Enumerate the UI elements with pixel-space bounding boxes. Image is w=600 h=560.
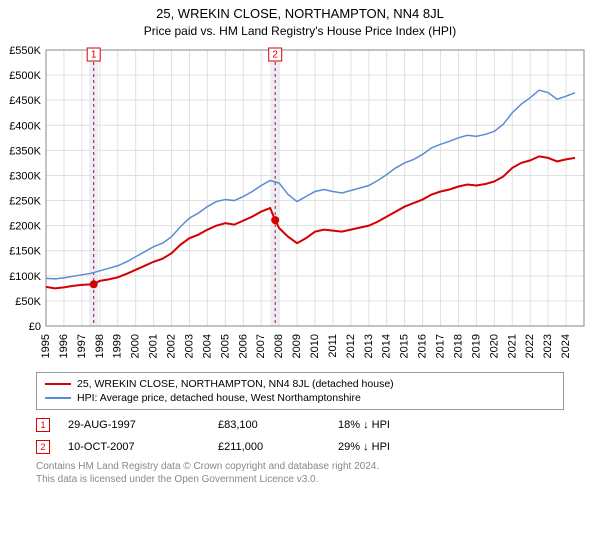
svg-text:2003: 2003 [183,334,195,358]
legend-item: HPI: Average price, detached house, West… [45,391,555,405]
legend-item: 25, WREKIN CLOSE, NORTHAMPTON, NN4 8JL (… [45,377,555,391]
svg-text:£550K: £550K [9,45,41,57]
svg-text:£150K: £150K [9,246,41,258]
svg-text:2019: 2019 [470,334,482,358]
svg-text:1998: 1998 [94,334,106,358]
sale-hpi-delta: 18% ↓ HPI [338,419,438,431]
svg-text:£200K: £200K [9,221,41,233]
svg-text:1996: 1996 [58,334,70,358]
chart-container: 25, WREKIN CLOSE, NORTHAMPTON, NN4 8JL P… [0,0,600,560]
footer-line: Contains HM Land Registry data © Crown c… [36,460,564,473]
svg-text:£400K: £400K [9,120,41,132]
legend-label: HPI: Average price, detached house, West… [77,392,361,404]
svg-text:2001: 2001 [148,334,160,358]
svg-text:2000: 2000 [130,334,142,358]
svg-text:2012: 2012 [345,334,357,358]
sales-table: 1 29-AUG-1997 £83,100 18% ↓ HPI 2 10-OCT… [36,414,564,458]
sale-hpi-delta: 29% ↓ HPI [338,441,438,453]
table-row: 2 10-OCT-2007 £211,000 29% ↓ HPI [36,436,564,458]
svg-text:1999: 1999 [112,334,124,358]
svg-text:2016: 2016 [417,334,429,358]
svg-text:2009: 2009 [291,334,303,358]
svg-text:2: 2 [272,50,278,61]
sale-price: £211,000 [218,441,338,453]
svg-text:£450K: £450K [9,95,41,107]
svg-text:1: 1 [91,50,97,61]
svg-text:2007: 2007 [255,334,267,358]
svg-text:2011: 2011 [327,334,339,358]
svg-text:2013: 2013 [363,334,375,358]
chart-svg: £0 £50K £100K £150K £200K £250K £300K £350K £400… [0,42,600,372]
table-row: 1 29-AUG-1997 £83,100 18% ↓ HPI [36,414,564,436]
legend-label: 25, WREKIN CLOSE, NORTHAMPTON, NN4 8JL (… [77,378,394,390]
svg-text:2022: 2022 [524,334,536,358]
svg-text:£300K: £300K [9,170,41,182]
svg-text:1997: 1997 [76,334,88,358]
svg-text:£0: £0 [29,321,41,333]
svg-text:£100K: £100K [9,271,41,283]
legend: 25, WREKIN CLOSE, NORTHAMPTON, NN4 8JL (… [36,372,564,410]
marker-badge: 1 [36,418,50,432]
svg-text:2020: 2020 [488,334,500,358]
marker-badge: 2 [36,440,50,454]
svg-text:£50K: £50K [15,296,41,308]
svg-text:£250K: £250K [9,196,41,208]
svg-text:2005: 2005 [219,334,231,358]
svg-text:£500K: £500K [9,70,41,82]
sale-price: £83,100 [218,419,338,431]
svg-text:2008: 2008 [273,334,285,358]
sale-date: 10-OCT-2007 [68,441,218,453]
svg-text:2021: 2021 [506,334,518,358]
svg-text:2014: 2014 [381,334,393,358]
svg-text:2004: 2004 [201,334,213,358]
svg-text:2018: 2018 [452,334,464,358]
page-title: 25, WREKIN CLOSE, NORTHAMPTON, NN4 8JL [0,0,600,21]
svg-text:2017: 2017 [435,334,447,358]
sale-date: 29-AUG-1997 [68,419,218,431]
legend-swatch [45,397,71,399]
svg-text:2023: 2023 [542,334,554,358]
svg-text:2024: 2024 [560,334,572,358]
svg-text:2002: 2002 [166,334,178,358]
svg-text:2006: 2006 [237,334,249,358]
svg-text:£350K: £350K [9,145,41,157]
footer: Contains HM Land Registry data © Crown c… [36,460,564,486]
svg-text:2015: 2015 [399,334,411,358]
page-subtitle: Price paid vs. HM Land Registry's House … [0,21,600,42]
legend-swatch [45,383,71,385]
svg-text:1995: 1995 [40,334,52,358]
svg-text:2010: 2010 [309,334,321,358]
footer-line: This data is licensed under the Open Gov… [36,473,564,486]
chart-plot: £0 £50K £100K £150K £200K £250K £300K £350K £400… [0,42,600,372]
